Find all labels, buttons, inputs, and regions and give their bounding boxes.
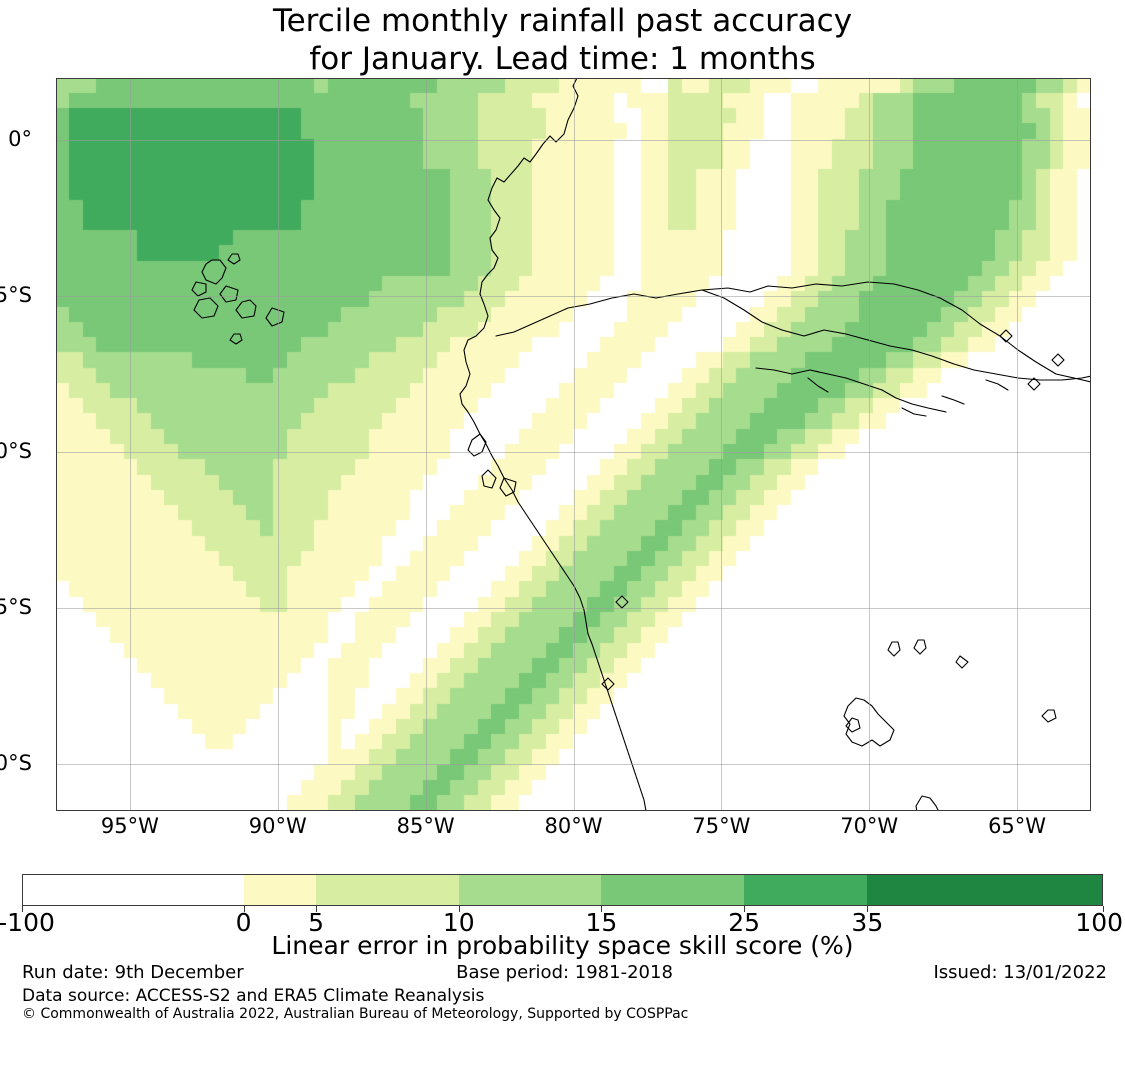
colorbar-band [601,875,744,905]
colorbar-tick [458,906,460,912]
latitude-tick-label: 5°S [0,283,32,308]
colorbar-tick [601,906,603,912]
colorbar-tick [1103,906,1104,912]
colorbar-band [866,875,1102,905]
footer-data-source: Data source: ACCESS-S2 and ERA5 Climate … [22,986,485,1006]
colorbar: -100 0 5 10 15 25 35 100 [0,874,1123,935]
longitude-tick-label: 75°W [692,814,751,838]
colorbar-tick [316,906,318,912]
colorbar-band [316,875,459,905]
footer-run-date: Run date: 9th December [22,962,244,983]
map-plot [56,78,1091,811]
latitude-tick-label: 10°S [0,439,32,464]
page-title: Tercile monthly rainfall past accuracy f… [272,3,853,77]
colorbar-bands [22,874,1103,906]
latitude-tick-label: 0° [8,127,32,152]
colorbar-band [244,875,317,905]
colorbar-tick-label: 10 [442,908,475,937]
colorbar-tick-label: 0 [235,908,252,937]
coastline-overlay [191,78,1091,811]
longitude-tick-label: 90°W [248,814,307,838]
colorbar-tick [867,906,869,912]
colorbar-tick-label: 35 [851,908,884,937]
longitude-tick-label: 95°W [100,814,159,838]
colorbar-tick [243,906,245,912]
latitude-tick-label: 20°S [0,751,32,776]
footer-issued-date: Issued: 13/01/2022 [933,962,1107,983]
colorbar-label: Linear error in probability space skill … [271,931,854,960]
footer-copyright: © Commonwealth of Australia 2022, Austra… [22,1006,689,1022]
colorbar-tick-label: 100 [1075,908,1124,937]
colorbar-tick [744,906,746,912]
colorbar-tick-label: -100 [0,908,55,937]
latitude-tick-label: 15°S [0,595,32,620]
footer-base-period: Base period: 1981-2018 [456,962,673,983]
footer-row: Run date: 9th December Base period: 1981… [22,962,1107,984]
colorbar-tick-label: 5 [308,908,324,937]
longitude-tick-label: 70°W [840,814,899,838]
longitude-tick-label: 80°W [544,814,603,838]
colorbar-tick [22,906,23,912]
longitude-tick-label: 65°W [988,814,1047,838]
colorbar-band [23,875,245,905]
colorbar-ticks: -100 0 5 10 15 25 35 100 [0,906,1123,935]
longitude-tick-label: 85°W [396,814,455,838]
colorbar-tick-label: 25 [728,908,760,937]
colorbar-band [458,875,602,905]
colorbar-tick-label: 15 [585,908,618,937]
colorbar-band [743,875,867,905]
